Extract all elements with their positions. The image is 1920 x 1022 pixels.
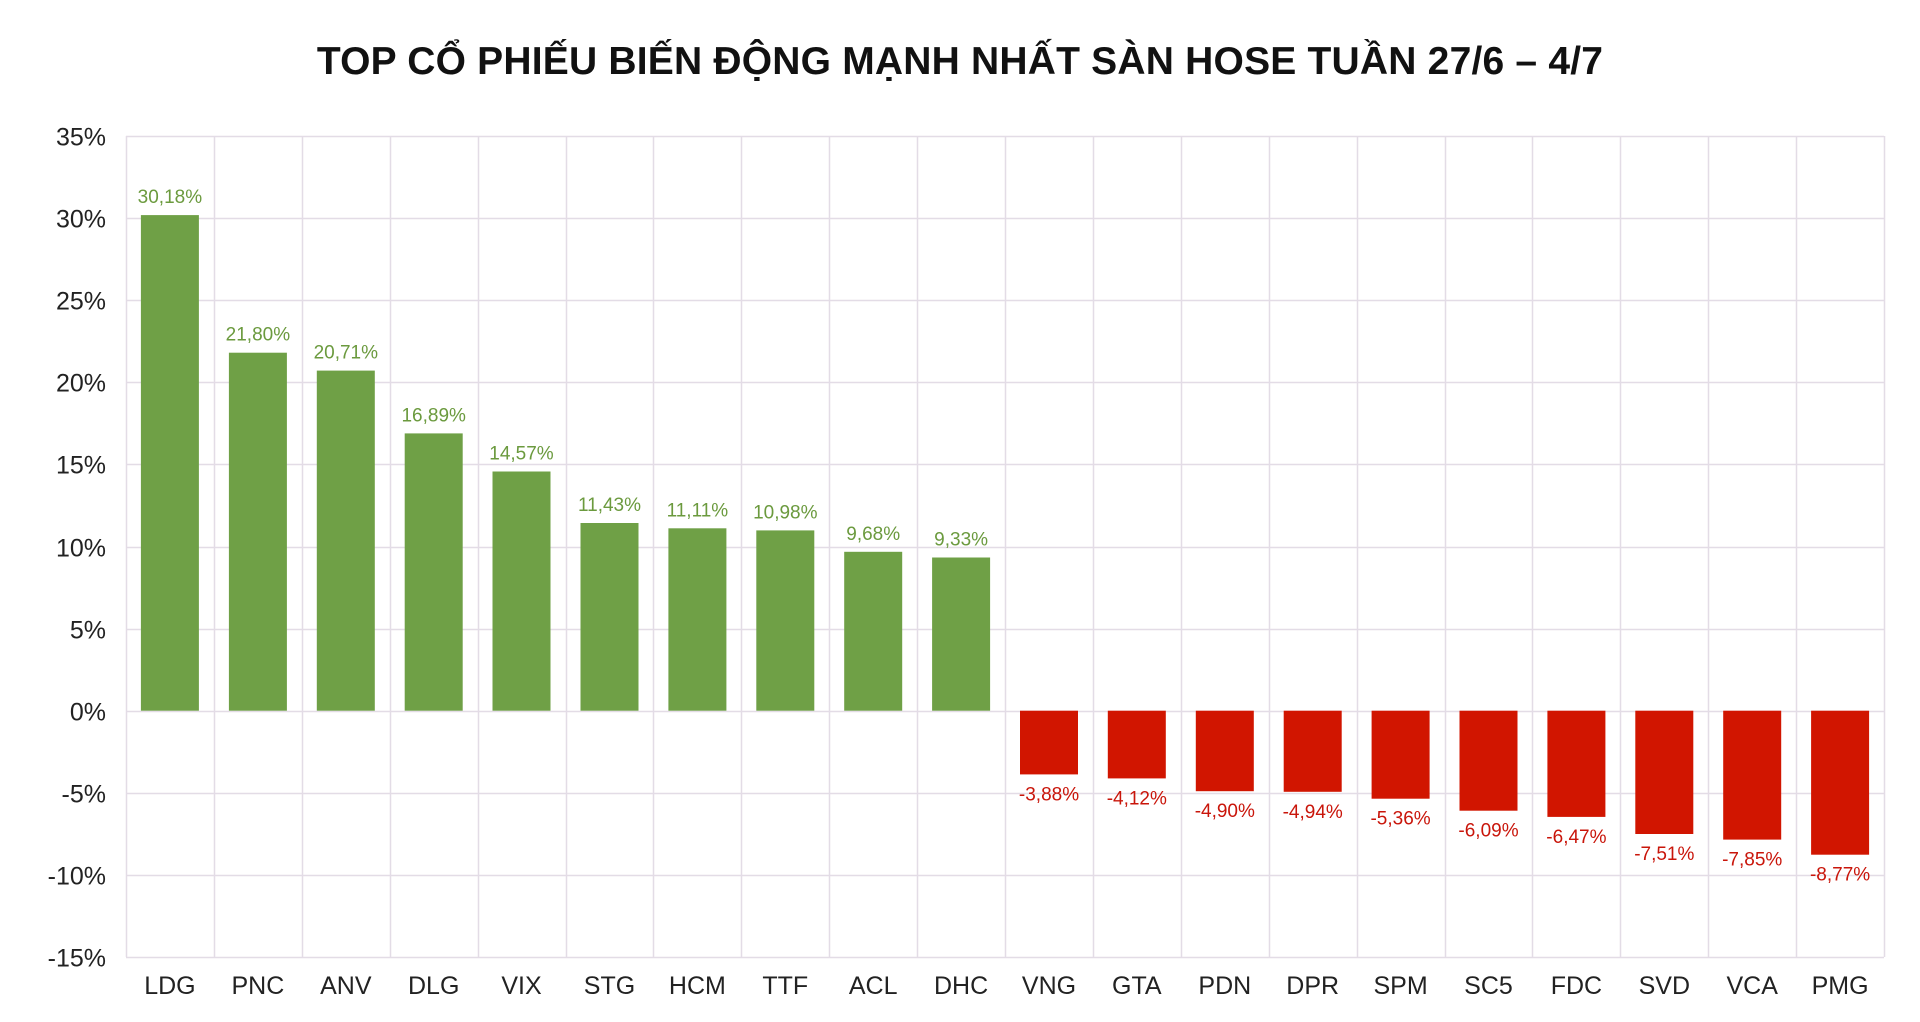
bar-vca	[1723, 710, 1782, 840]
data-label-pnc: 21,80%	[226, 325, 291, 346]
x-tick-label-anv: ANV	[320, 972, 372, 1000]
bar-dpr	[1283, 710, 1342, 792]
bar-sc5	[1459, 710, 1518, 811]
y-tick-label: 25%	[56, 288, 106, 316]
y-tick-label: 5%	[70, 617, 106, 645]
x-tick-label-stg: STG	[584, 972, 635, 1000]
y-tick-label: 20%	[56, 370, 106, 398]
y-tick-label: 30%	[56, 206, 106, 234]
x-tick-label-hcm: HCM	[669, 972, 726, 1000]
x-tick-label-pmg: PMG	[1812, 972, 1869, 1000]
data-label-anv: 20,71%	[314, 343, 379, 364]
x-tick-label-ttf: TTF	[762, 972, 808, 1000]
bar-dlg	[404, 433, 463, 711]
bar-pmg	[1811, 710, 1870, 855]
data-label-vix: 14,57%	[489, 444, 554, 465]
data-label-dhc: 9,33%	[934, 530, 988, 551]
x-tick-label-vix: VIX	[501, 972, 542, 1000]
bar-stg	[580, 523, 639, 711]
data-label-hcm: 11,11%	[667, 500, 729, 521]
bars	[140, 215, 1870, 855]
x-tick-label-fdc: FDC	[1551, 972, 1602, 1000]
x-tick-label-dlg: DLG	[408, 972, 459, 1000]
bar-ldg	[140, 215, 199, 711]
bar-pnc	[228, 352, 287, 711]
y-axis-tick-labels: 35% 30% 25% 20% 15% 10% 5% 0% -5% -10% -15%	[48, 124, 106, 973]
bar-svd	[1635, 710, 1694, 834]
bar-anv	[316, 370, 375, 711]
y-tick-label: 10%	[56, 535, 106, 563]
bar-vng	[1020, 710, 1078, 775]
y-tick-label: -5%	[62, 781, 106, 809]
x-tick-label-spm: SPM	[1374, 972, 1428, 1000]
x-tick-label-vca: VCA	[1726, 972, 1778, 1000]
x-tick-label-ldg: LDG	[144, 972, 195, 1000]
data-label-ttf: 10,98%	[753, 502, 818, 523]
bar-acl	[844, 551, 903, 711]
x-tick-label-vng: VNG	[1022, 972, 1076, 1000]
data-label-vng: -3,88%	[1019, 784, 1079, 805]
y-tick-label: -15%	[48, 945, 106, 973]
y-tick-label: 15%	[56, 452, 106, 480]
x-tick-label-pnc: PNC	[232, 972, 285, 1000]
data-label-acl: 9,68%	[846, 524, 900, 545]
y-tick-label: 35%	[56, 124, 106, 152]
bar-spm	[1371, 710, 1430, 799]
x-tick-label-acl: ACL	[849, 972, 898, 1000]
x-tick-label-gta: GTA	[1112, 972, 1162, 1000]
y-tick-label: -10%	[48, 863, 106, 891]
x-tick-label-pdn: PDN	[1198, 972, 1251, 1000]
data-label-stg: 11,43%	[578, 495, 641, 516]
data-label-sc5: -6,09%	[1458, 821, 1518, 842]
x-axis-category-labels: LDG PNC ANV DLG VIX STG HCM TTF ACL DHC VNG GTA PDN D…	[144, 972, 1868, 1000]
bar-hcm	[668, 528, 727, 711]
x-tick-label-dpr: DPR	[1286, 972, 1339, 1000]
data-label-pdn: -4,90%	[1195, 801, 1255, 822]
data-label-dlg: 16,89%	[401, 405, 466, 426]
data-label-ldg: 30,18%	[138, 187, 203, 208]
bar-dhc	[932, 557, 991, 711]
bar-gta	[1107, 710, 1166, 779]
x-tick-label-sc5: SC5	[1464, 972, 1513, 1000]
bar-pdn	[1195, 710, 1254, 792]
data-label-gta: -4,12%	[1107, 788, 1167, 809]
bar-fdc	[1547, 710, 1606, 817]
data-label-spm: -5,36%	[1370, 809, 1430, 830]
data-label-vca: -7,85%	[1722, 850, 1782, 871]
data-label-pmg: -8,77%	[1810, 865, 1870, 886]
x-tick-label-dhc: DHC	[934, 972, 988, 1000]
bar-ttf	[756, 530, 815, 711]
grid-lines	[125, 135, 1886, 959]
data-labels: 30,18% 21,80% 20,71% 16,89% 14,57% 11,43% 11,1…	[138, 187, 1871, 886]
y-tick-label: 0%	[70, 699, 106, 727]
data-label-svd: -7,51%	[1634, 844, 1694, 865]
data-label-fdc: -6,47%	[1546, 827, 1606, 848]
data-label-dpr: -4,94%	[1283, 802, 1343, 823]
chart-title: TOP CỔ PHIẾU BIẾN ĐỘNG MẠNH NHẤT SÀN HOS…	[316, 40, 1604, 83]
bar-vix	[492, 471, 551, 711]
x-tick-label-svd: SVD	[1639, 972, 1690, 1000]
